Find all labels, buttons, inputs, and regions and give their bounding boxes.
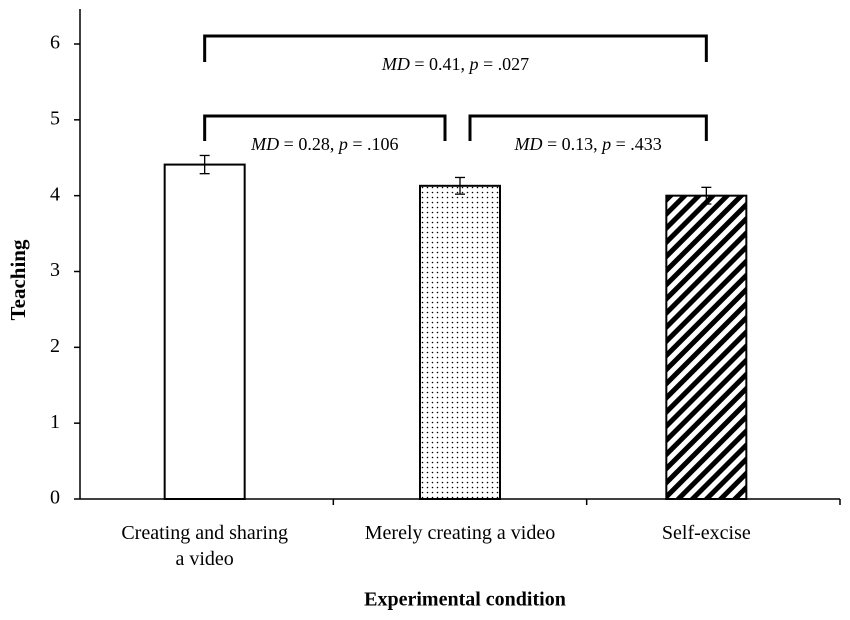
error-bar <box>199 154 210 175</box>
annotation: MD = 0.28, p = .106 <box>250 134 398 154</box>
bar <box>419 184 501 501</box>
annotation: MD = 0.13, p = .433 <box>514 134 662 154</box>
x-tick-label: Merely creating a video <box>364 522 556 544</box>
bracket <box>203 34 708 62</box>
y-tick-label: 5 <box>50 107 60 129</box>
error-bar <box>455 176 465 195</box>
bar <box>163 163 246 500</box>
bar <box>665 194 748 501</box>
x-tick-label: Self-excise <box>661 522 751 544</box>
x-axis-label: Experimental condition <box>364 589 566 611</box>
bracket <box>203 114 447 141</box>
error-bar <box>701 186 712 205</box>
annotation: MD = 0.41, p = .027 <box>381 54 529 74</box>
y-tick-label: 2 <box>50 335 60 357</box>
y-tick-label: 0 <box>50 487 60 509</box>
bracket <box>468 114 708 141</box>
y-tick-label: 6 <box>50 32 60 54</box>
y-tick-label: 3 <box>50 259 60 281</box>
x-tick-label: Creating and sharing a video <box>121 522 288 570</box>
y-tick-label: 4 <box>50 183 60 205</box>
y-tick-label: 1 <box>50 411 60 433</box>
y-axis-label: Teaching <box>6 239 30 320</box>
